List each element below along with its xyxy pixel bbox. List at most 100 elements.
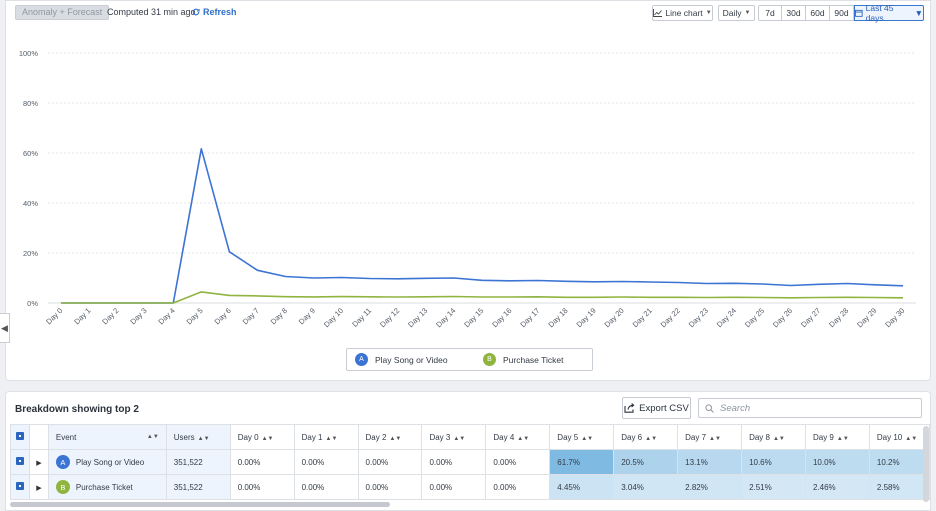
series-line-a[interactable]: [61, 148, 904, 304]
x-tick-label: Day 13: [406, 306, 429, 329]
vertical-scrollbar[interactable]: [923, 426, 929, 502]
range-60d-button[interactable]: 60d: [806, 5, 830, 21]
x-tick-label: Day 2: [100, 306, 120, 326]
day-2-cell: 0.00%: [357, 449, 423, 475]
x-tick-label: Day 23: [687, 306, 710, 329]
row-checkbox[interactable]: [10, 474, 30, 500]
column-header-day-7[interactable]: Day 7 ▲▼: [677, 424, 743, 450]
export-csv-button[interactable]: Export CSV: [622, 397, 691, 419]
collapse-panel-button[interactable]: ◀: [0, 313, 10, 343]
interval-dropdown[interactable]: Daily ▼: [718, 5, 755, 21]
column-header-day-0[interactable]: Day 0 ▲▼: [229, 424, 295, 450]
range-last-45-days-button[interactable]: Last 45 days ▼: [854, 3, 924, 23]
sort-icon: ▲▼: [709, 435, 721, 442]
sort-icon: ▲▼: [197, 435, 210, 442]
x-tick-label: Day 27: [799, 306, 822, 329]
column-header-day-1[interactable]: Day 1 ▲▼: [293, 424, 359, 450]
line-chart-icon: [653, 9, 663, 17]
range-90d-button[interactable]: 90d: [830, 5, 854, 21]
column-header-day-4[interactable]: Day 4 ▲▼: [485, 424, 551, 450]
series-line-b[interactable]: [61, 291, 904, 304]
header-label: Day 5: [557, 432, 579, 442]
day-10-cell: 10.2%: [868, 449, 930, 475]
row-expand-button[interactable]: ▶: [28, 474, 49, 500]
legend-item-play-song[interactable]: A Play Song or Video: [355, 353, 448, 366]
breakdown-table: Event ▲▼ Users ▲▼ Day 0 ▲▼ Day 1 ▲▼ Day 2 ▲▼ …: [10, 424, 930, 500]
y-tick-label: 0%: [27, 299, 38, 308]
header-label: Day 0: [237, 432, 259, 442]
x-tick-label: Day 1: [72, 306, 92, 326]
refresh-button[interactable]: Refresh: [192, 7, 237, 17]
header-label: Day 2: [365, 432, 387, 442]
x-tick-label: Day 28: [827, 306, 850, 329]
chevron-left-icon: ◀: [1, 322, 8, 333]
day-1-cell: 0.00%: [293, 449, 359, 475]
sort-icon: ▲▼: [261, 435, 274, 442]
caret-right-icon: ▶: [36, 459, 42, 467]
x-tick-label: Day 29: [855, 306, 878, 329]
x-tick-label: Day 12: [378, 306, 401, 329]
y-tick-label: 20%: [23, 249, 38, 258]
column-header-day-6[interactable]: Day 6 ▲▼: [613, 424, 679, 450]
header-label: Users: [173, 432, 195, 442]
search-box[interactable]: [698, 398, 922, 418]
event-name: Purchase Ticket: [75, 482, 133, 492]
column-header-day-9[interactable]: Day 9 ▲▼: [804, 424, 870, 450]
checkbox-icon: [15, 457, 24, 465]
y-tick-label: 100%: [19, 49, 39, 58]
day-6-cell: 20.5%: [613, 449, 679, 475]
column-header-users[interactable]: Users ▲▼: [165, 424, 231, 450]
x-tick-label: Day 0: [44, 306, 64, 326]
column-header-event[interactable]: Event ▲▼: [47, 424, 167, 450]
sort-icon: ▲▼: [836, 435, 849, 442]
column-header-day-3[interactable]: Day 3 ▲▼: [421, 424, 487, 450]
event-cell: A Play Song or Video: [47, 449, 167, 475]
horizontal-scrollbar[interactable]: [10, 502, 390, 507]
x-tick-label: Day 26: [771, 306, 794, 329]
line-chart: 0% 20% 40% 60% 80% 100% Day 0 Day 1 Day 2 Day 3 Da…: [19, 49, 916, 329]
day-0-cell: 0.00%: [229, 449, 295, 475]
row-expand-button[interactable]: ▶: [28, 449, 49, 475]
sort-icon: ▲▼: [146, 434, 159, 440]
series-badge: A: [55, 455, 70, 469]
day-5-cell: 61.7%: [549, 449, 615, 475]
x-tick-label: Day 11: [350, 306, 373, 329]
series-badge: B: [55, 480, 70, 494]
table-row[interactable]: ▶ B Purchase Ticket 351,522 0.00% 0.00% 0.00% 0…: [10, 474, 930, 500]
chart-type-dropdown[interactable]: Line chart ▼: [652, 5, 713, 21]
refresh-label: Refresh: [203, 7, 237, 17]
export-icon: [624, 403, 635, 413]
row-checkbox[interactable]: [10, 449, 30, 475]
column-header-day-5[interactable]: Day 5 ▲▼: [549, 424, 615, 450]
chevron-down-icon: ▼: [914, 8, 923, 18]
range-7d-button[interactable]: 7d: [758, 5, 782, 21]
x-tick-label: Day 21: [631, 306, 654, 329]
x-tick-label: Day 5: [185, 306, 205, 326]
column-header-day-8[interactable]: Day 8 ▲▼: [741, 424, 806, 450]
column-header-day-2[interactable]: Day 2 ▲▼: [357, 424, 423, 450]
range-30d-button[interactable]: 30d: [782, 5, 806, 21]
x-tick-label: Day 16: [490, 306, 513, 329]
sort-icon: ▲▼: [325, 435, 338, 442]
day-6-cell: 3.04%: [613, 474, 679, 500]
legend-label: Play Song or Video: [375, 354, 448, 365]
computed-status: Computed 31 min ago: [107, 7, 196, 17]
y-tick-label: 40%: [23, 199, 38, 208]
day-8-cell: 2.51%: [741, 474, 806, 500]
calendar-icon: [855, 9, 863, 17]
table-header-row: Event ▲▼ Users ▲▼ Day 0 ▲▼ Day 1 ▲▼ Day 2 ▲▼ …: [10, 424, 930, 450]
table-row[interactable]: ▶ A Play Song or Video 351,522 0.00% 0.00% 0.0…: [10, 449, 930, 475]
sort-icon: ▲▼: [905, 435, 918, 442]
search-input[interactable]: [720, 402, 900, 414]
x-tick-label: Day 17: [518, 306, 541, 329]
header-label: Day 3: [429, 432, 451, 442]
anomaly-forecast-button[interactable]: Anomaly + Forecast: [15, 5, 110, 20]
column-header-day-10[interactable]: Day 10 ▲▼: [868, 424, 930, 450]
day-3-cell: 0.00%: [421, 449, 487, 475]
breakdown-card: Breakdown showing top 2 Export CSV Event…: [5, 391, 931, 511]
legend-item-purchase-ticket[interactable]: B Purchase Ticket: [483, 353, 563, 366]
header-label: Event: [55, 432, 77, 442]
day-1-cell: 0.00%: [293, 474, 359, 500]
day-0-cell: 0.00%: [229, 474, 295, 500]
select-all-checkbox[interactable]: [10, 424, 30, 450]
